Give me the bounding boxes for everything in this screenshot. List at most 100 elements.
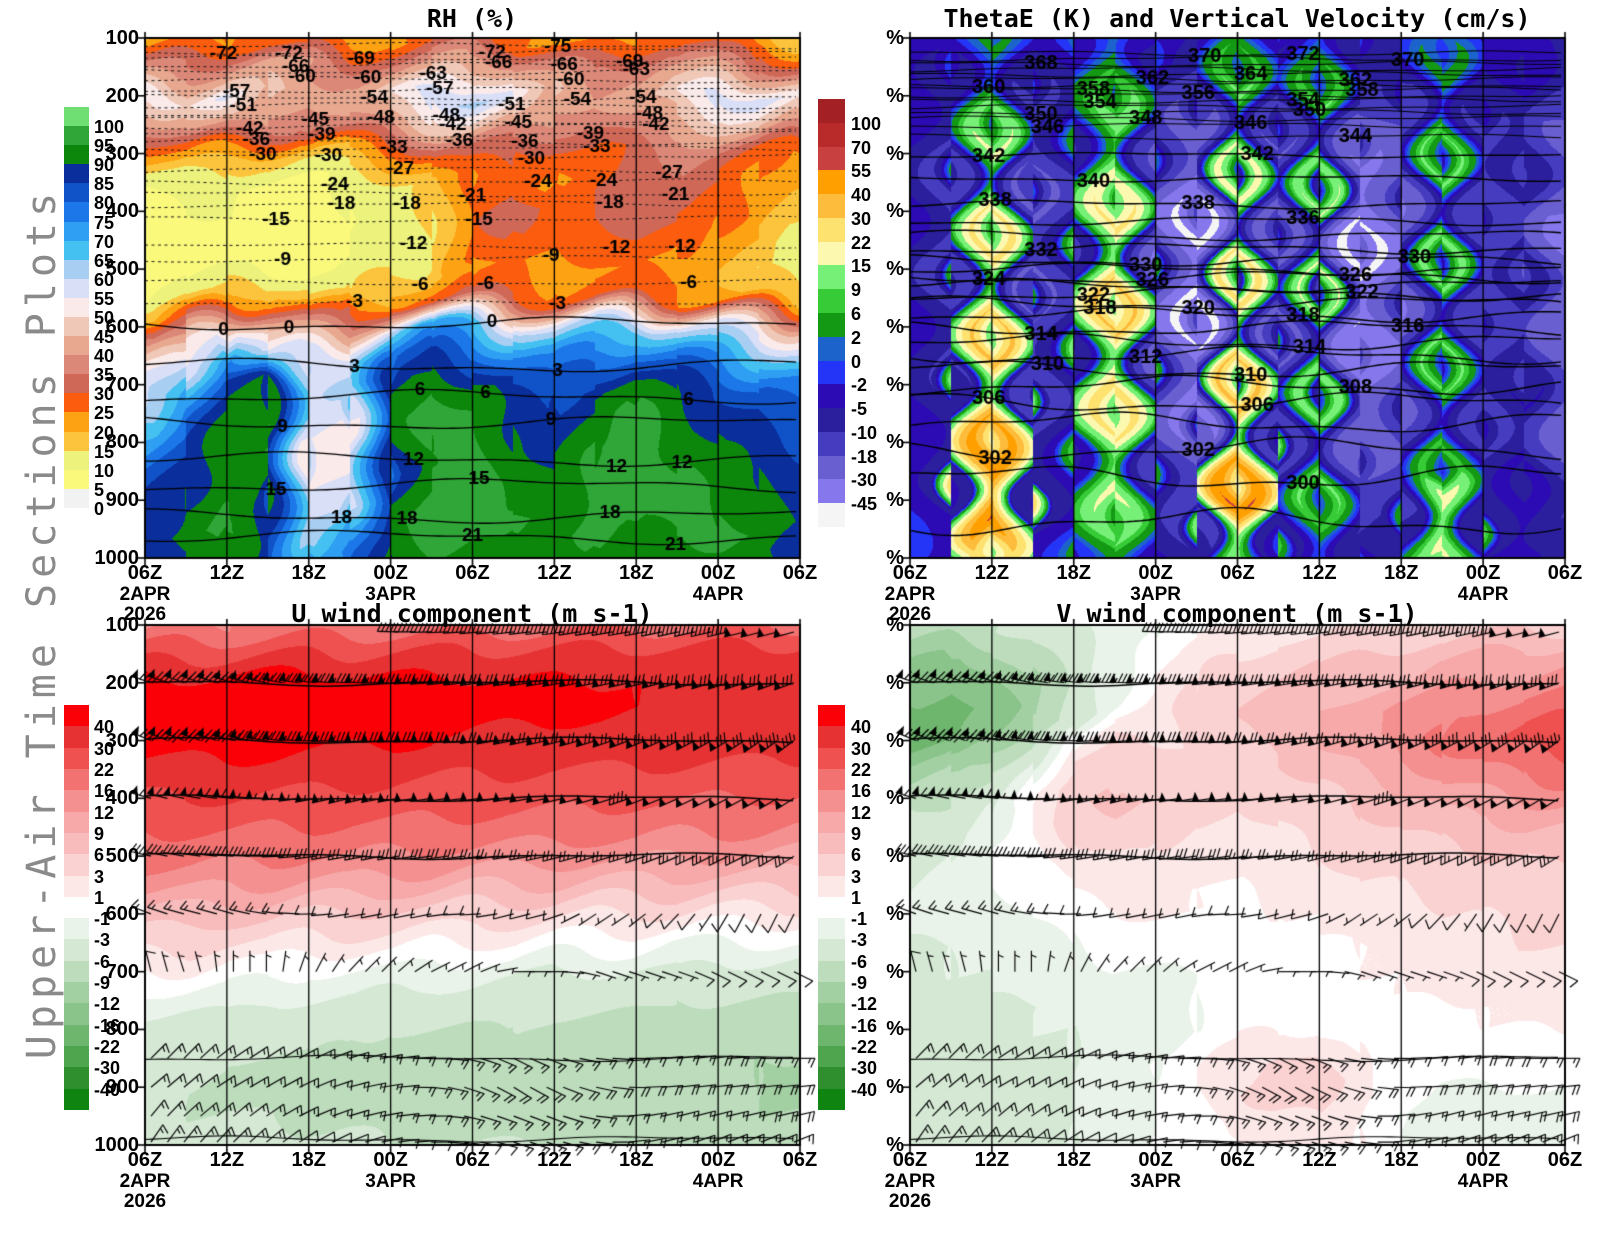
pressure-tick-label: 600 (105, 315, 139, 338)
colorbar-label: 45 (94, 327, 115, 348)
colorbar-label: 30 (94, 384, 115, 405)
colorbar-swatch (818, 170, 845, 195)
colorbar-label: -30 (851, 1058, 878, 1079)
colorbar-label: -3 (94, 930, 111, 951)
date-label: 4APR (1457, 1171, 1509, 1192)
percent-tick-label: % (886, 489, 904, 512)
percent-tick-label: % (886, 787, 904, 810)
year-label: 2026 (123, 604, 167, 625)
time-tick-label: 00Z (700, 1149, 736, 1171)
percent-tick-label: % (886, 547, 904, 569)
colorbar-swatch (64, 431, 89, 452)
colorbar-swatch (818, 918, 845, 940)
panel-title-rh: RH (%) (426, 4, 518, 33)
colorbar-label: 40 (94, 346, 115, 367)
colorbar-label: 30 (851, 738, 872, 759)
colorbar-label: -22 (94, 1037, 121, 1058)
time-tick-label: 00Z (1465, 562, 1501, 584)
colorbar-swatch (64, 164, 89, 184)
colorbar-swatch (818, 194, 845, 219)
colorbar-label: 12 (94, 802, 115, 823)
colorbar-swatch (818, 289, 845, 314)
colorbar-swatch (64, 960, 89, 983)
colorbar-swatch (818, 747, 845, 770)
colorbar-swatch (818, 146, 845, 171)
time-tick-label: 12Z (1302, 1149, 1337, 1171)
colorbar-label: 65 (94, 250, 115, 271)
colorbar-swatch (818, 811, 845, 834)
date-label: 4APR (692, 1171, 744, 1192)
colorbar-swatch (818, 265, 845, 290)
colorbar-swatch (64, 854, 89, 877)
colorbar-label: 6 (851, 845, 862, 866)
time-tick-label: 18Z (1384, 1149, 1419, 1171)
colorbar-label: 22 (851, 232, 872, 253)
percent-tick-label: % (886, 373, 904, 396)
colorbar-label: -30 (94, 1058, 121, 1079)
pressure-tick-label: 100 (105, 27, 139, 49)
colorbar-swatch (64, 747, 89, 770)
date-label: 2APR (884, 584, 936, 605)
date-label: 4APR (692, 584, 744, 605)
time-tick-label: 18Z (291, 562, 326, 584)
time-tick-label: 12Z (537, 562, 572, 584)
colorbar-label: 100 (94, 117, 125, 138)
colorbar-label: 30 (94, 738, 115, 759)
pressure-tick-label: 800 (105, 1018, 139, 1041)
colorbar-label: -40 (851, 1079, 878, 1100)
colorbar-swatch (64, 202, 89, 223)
percent-tick-label: % (886, 142, 904, 165)
colorbar-label: 70 (94, 231, 115, 252)
colorbar-0 (64, 107, 89, 528)
time-tick-label: 06Z (892, 1149, 928, 1171)
colorbar-label: 3 (94, 866, 105, 887)
colorbar-swatch (64, 107, 89, 127)
colorbar-swatch (818, 982, 845, 1004)
colorbar-swatch (818, 313, 845, 338)
colorbar-label: -9 (94, 973, 111, 994)
colorbar-swatch (64, 393, 89, 413)
pressure-tick-label: 300 (105, 729, 139, 752)
colorbar-label: 22 (94, 759, 115, 780)
percent-tick-label: % (886, 431, 904, 454)
colorbar-label: 2 (851, 327, 862, 348)
colorbar-swatch (64, 240, 89, 261)
colorbar-swatch (818, 384, 845, 409)
colorbar-swatch (64, 145, 89, 165)
time-tick-label: 00Z (373, 1149, 408, 1171)
date-label: 3APR (365, 1171, 416, 1192)
colorbar-label: 25 (94, 403, 115, 424)
colorbar-swatch (818, 122, 845, 148)
colorbar-swatch (64, 469, 89, 490)
colorbar-swatch (64, 726, 89, 749)
date-label: 3APR (1130, 584, 1181, 605)
colorbar-swatch (818, 960, 845, 983)
pressure-tick-label: 700 (105, 373, 139, 396)
colorbar-swatch (818, 1024, 845, 1047)
pressure-tick-label: 900 (105, 1076, 139, 1099)
colorbar-label: -45 (851, 494, 878, 515)
percent-tick-label: % (886, 315, 904, 338)
pressure-tick-label: 100 (105, 614, 139, 636)
time-tick-label: 12Z (974, 562, 1010, 584)
percent-tick-label: % (886, 258, 904, 281)
pressure-tick-label: 1000 (94, 1134, 140, 1156)
colorbar-swatch (64, 875, 89, 898)
date-label: 2APR (119, 584, 171, 605)
colorbar-label: 100 (851, 113, 882, 134)
colorbar-swatch (818, 455, 845, 480)
time-tick-label: 06Z (127, 1149, 163, 1171)
colorbar-label: 0 (94, 498, 105, 519)
pressure-tick-label: 500 (105, 845, 139, 868)
time-tick-label: 06Z (782, 1149, 818, 1171)
percent-tick-label: % (886, 200, 904, 223)
colorbar-label: 10 (94, 460, 115, 481)
colorbar-swatch (818, 99, 845, 124)
colorbar-label: 9 (851, 280, 862, 301)
percent-tick-label: % (886, 729, 904, 752)
colorbar-label: 22 (851, 759, 872, 780)
colorbar-2 (64, 705, 89, 1111)
colorbar-label: 75 (94, 212, 115, 233)
